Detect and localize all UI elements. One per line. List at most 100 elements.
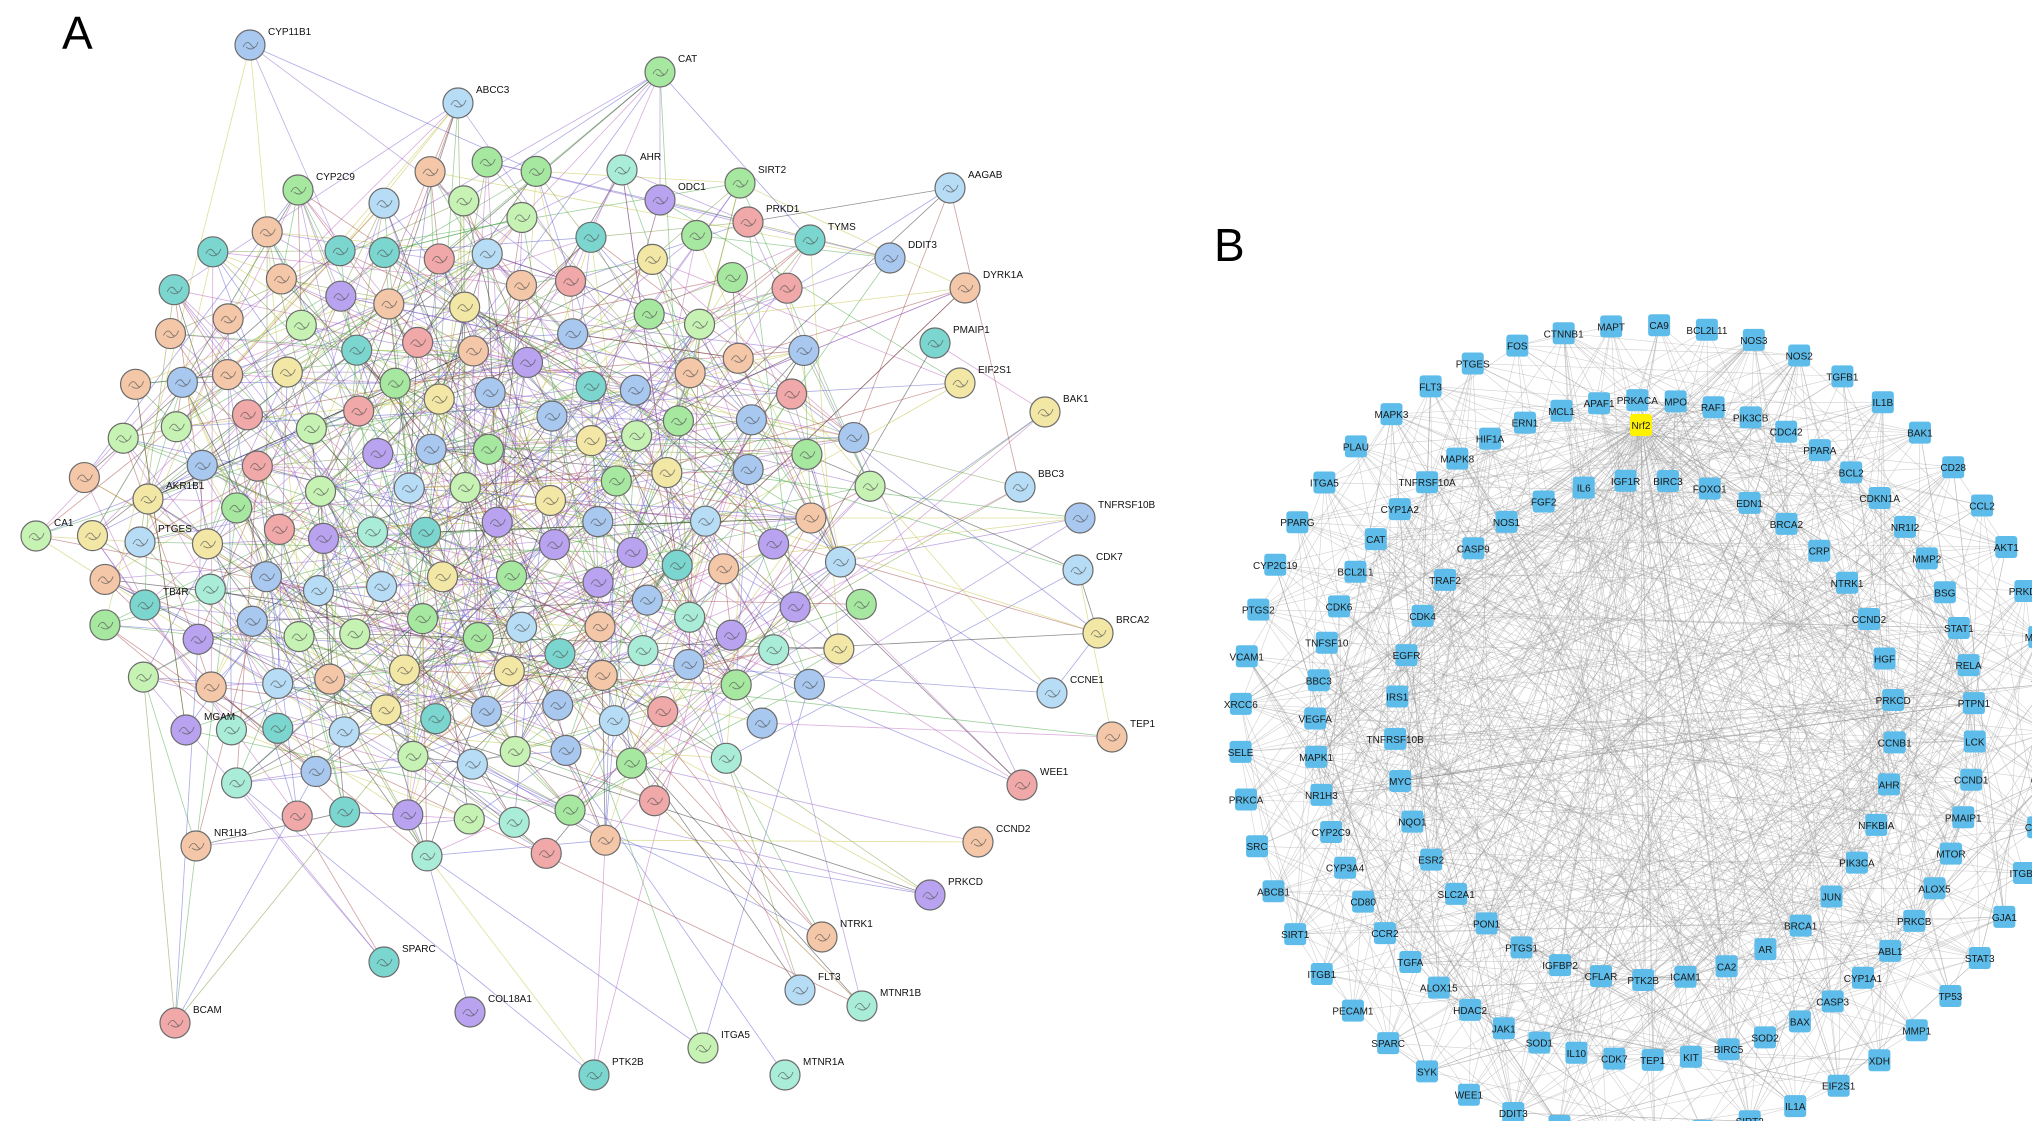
gene-node-box: [1419, 375, 1442, 398]
interaction-edge: [1979, 745, 2032, 959]
interaction-edge: [616, 480, 1099, 634]
interaction-edge: [1670, 1037, 1766, 1121]
gene-label: MTOR: [1936, 850, 1965, 861]
protein-node: [285, 309, 317, 341]
protein-node-sphere: [423, 383, 455, 415]
protein-node: [324, 235, 356, 267]
interaction-edge: [1375, 539, 1514, 1114]
interaction-edge: [358, 277, 733, 412]
gene-node: KIT: [1679, 1045, 1702, 1068]
interaction-edge: [2025, 590, 2032, 652]
protein-node-sphere: [544, 638, 576, 670]
protein-node: [757, 528, 790, 560]
interaction-edge: [1400, 417, 1751, 782]
interaction-edge: [631, 235, 698, 553]
gene-node-box: [1588, 392, 1611, 415]
interaction-edge: [1352, 355, 1800, 1011]
interaction-edge: [252, 620, 436, 720]
gene-label: EIF2S1: [1822, 1082, 1856, 1093]
protein-node-sphere: [170, 714, 202, 746]
interaction-edge: [1963, 786, 2032, 818]
interaction-edge: [297, 189, 342, 297]
gene-label: FGF2: [1531, 497, 1557, 508]
protein-structure-glyph: [606, 717, 623, 726]
interaction-edge: [176, 253, 488, 428]
interaction-edge: [426, 839, 606, 857]
interaction-edge: [646, 257, 891, 601]
protein-node: [186, 449, 218, 481]
node-label: CYP2C9: [316, 172, 355, 183]
interaction-edge: [1324, 482, 1801, 1022]
gene-label: EDN1: [1736, 499, 1763, 510]
gene-label: PTGS2: [1242, 606, 1275, 617]
interaction-edge: [256, 465, 331, 680]
interaction-edge: [1513, 741, 1975, 1114]
protein-node-sphere: [919, 327, 951, 359]
interaction-edge: [1438, 402, 1884, 988]
protein-structure-glyph: [862, 483, 879, 491]
protein-node-sphere: [511, 346, 544, 379]
interaction-edge: [1799, 704, 2032, 1022]
interaction-edge: [726, 569, 1079, 759]
interaction-edge: [1297, 521, 2005, 918]
interaction-edge: [1321, 973, 1729, 1050]
interaction-edge: [551, 350, 804, 417]
protein-node-sphere: [662, 405, 694, 437]
interaction-edge: [181, 251, 214, 383]
interaction-edge: [1256, 582, 1848, 847]
interaction-edge: [1561, 526, 1906, 1121]
nrf2-edge: [1640, 424, 1972, 780]
protein-node-sphere: [554, 794, 586, 826]
interaction-edge: [1399, 509, 1615, 1059]
interaction-edge: [572, 333, 808, 455]
interaction-edge: [590, 237, 752, 421]
protein-node: [575, 370, 607, 403]
protein-node: [498, 806, 530, 838]
protein-node-sphere: [300, 755, 332, 788]
interaction-edge: [1245, 799, 1690, 1121]
protein-structure-glyph: [303, 425, 320, 434]
interaction-edge: [1375, 538, 2032, 825]
interaction-edge: [1468, 1094, 1565, 1121]
gene-node-box: [1235, 645, 1258, 668]
interaction-edge: [1240, 386, 1431, 753]
interaction-edge: [569, 683, 810, 811]
interaction-edge: [1406, 376, 1843, 656]
interaction-edge: [1384, 664, 1969, 934]
protein-node: [674, 357, 706, 389]
gene-label: TEP1: [1640, 1056, 1665, 1067]
node-label: WEE1: [1040, 767, 1069, 778]
protein-node: [231, 399, 264, 431]
interaction-edge: [1438, 523, 1787, 988]
gene-label: SYK: [1417, 1067, 1437, 1078]
gene-node-box: [1495, 510, 1518, 533]
network-nodes: CA9 BCL2L11NOS3NOS2TGFB1IL1BBAK1CD28CCL2A…: [1224, 314, 2032, 1121]
interaction-edge: [1406, 654, 2032, 826]
interaction-edge: [409, 480, 617, 489]
interaction-edge: [1256, 548, 1474, 847]
protein-node-sphere: [160, 411, 192, 443]
gene-node-box: [1995, 535, 2018, 558]
nrf2-edge: [1559, 424, 1642, 1121]
interaction-edge: [173, 289, 267, 577]
protein-node-sphere: [644, 56, 676, 88]
protein-node-sphere: [550, 734, 582, 767]
protein-structure-glyph: [461, 815, 478, 824]
interaction-edge: [354, 480, 617, 635]
interaction-edge: [1456, 893, 1644, 981]
interaction-edge: [1399, 508, 1880, 1061]
interaction-edge: [1486, 449, 1821, 924]
node-label: NTRK1: [840, 919, 873, 930]
gene-label: CYP3A4: [1326, 864, 1365, 875]
protein-structure-glyph: [635, 647, 652, 656]
protein-structure-glyph: [854, 1002, 871, 1011]
gene-label: TNFRSF10B: [1367, 735, 1425, 746]
protein-node-sphere: [575, 425, 607, 457]
gene-node: NOS3: [1740, 328, 1768, 351]
interaction-edge: [1800, 784, 1890, 926]
gene-label: BAX: [1790, 1017, 1810, 1028]
interaction-edge: [1950, 778, 2032, 997]
interaction-edge: [1563, 332, 1714, 408]
protein-structure-glyph: [594, 672, 611, 680]
interaction-edge: [1352, 438, 1491, 1011]
